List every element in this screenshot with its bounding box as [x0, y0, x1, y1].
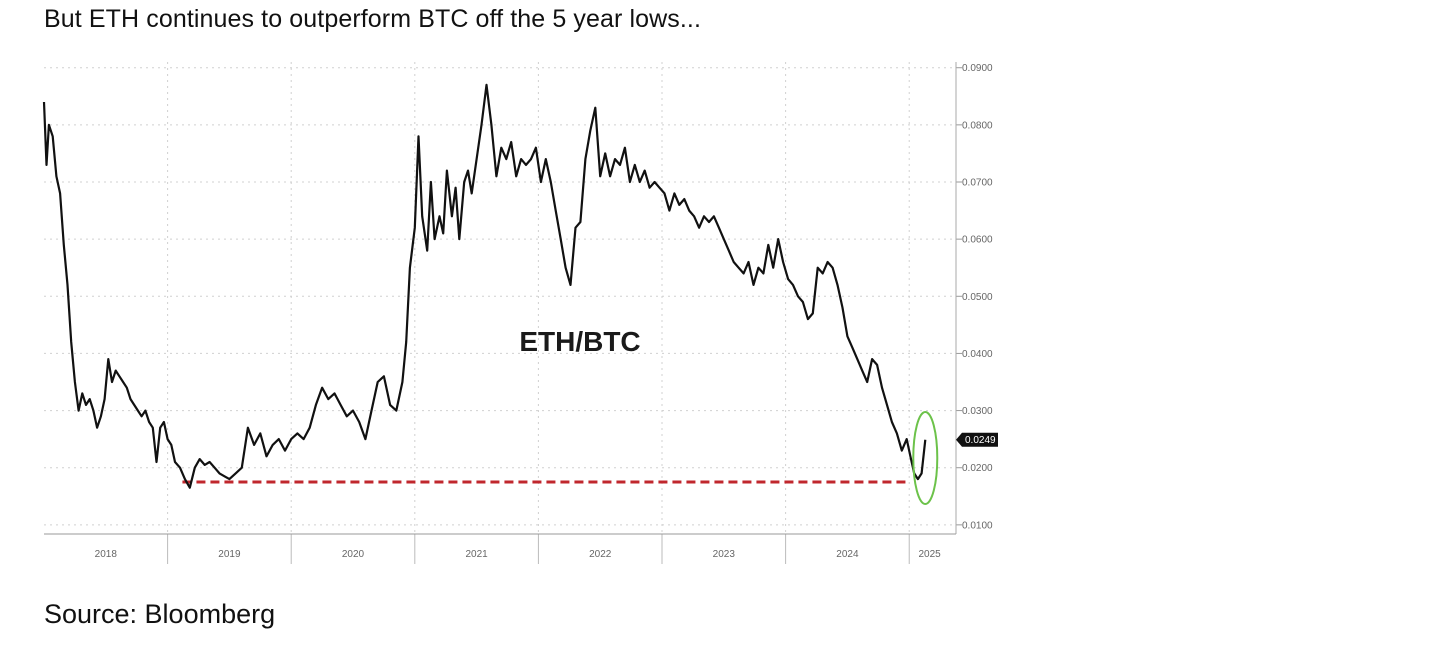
y-tick-label: 0.0400 [962, 349, 993, 360]
last-value-badge-shape [956, 432, 998, 447]
x-tick-label: 2025 [918, 549, 941, 560]
last-value-badge: 0.0249 [956, 432, 998, 447]
source-note: Source: Bloomberg [44, 599, 276, 629]
y-tick-label: 0.0200 [962, 463, 993, 474]
chart-headline: But ETH continues to outperform BTC off … [44, 5, 702, 33]
y-tick-label: 0.0300 [962, 406, 993, 417]
y-tick-label: 0.0500 [962, 292, 993, 303]
y-axis: 0.0900 0.0800 0.0700 0.0600 0.0500 0.0400 0.03… [955, 62, 993, 534]
x-tick-label: 2019 [218, 549, 241, 560]
y-tick-label: 0.0800 [962, 120, 993, 131]
y-tick-label: 0.0700 [962, 178, 993, 189]
y-tick-label: 0.0600 [962, 235, 993, 246]
x-tick-label: 2018 [95, 549, 118, 560]
x-axis: 2018 2019 2020 2021 2022 2023 2024 2025 [44, 533, 956, 564]
y-tick-label: 0.0100 [962, 520, 993, 531]
x-tick-label: 2021 [465, 549, 488, 560]
x-tick-label: 2022 [589, 549, 612, 560]
x-tick-label: 2023 [713, 549, 736, 560]
eth-btc-series-line [42, 83, 927, 489]
grid-layer [44, 62, 956, 534]
x-tick-label: 2020 [342, 549, 365, 560]
y-tick-label: 0.0900 [962, 63, 993, 74]
recent-low-highlight [912, 411, 939, 505]
x-tick-label: 2024 [836, 549, 859, 560]
series-label: ETH/BTC [519, 326, 640, 357]
last-value-label: 0.0249 [965, 435, 996, 446]
